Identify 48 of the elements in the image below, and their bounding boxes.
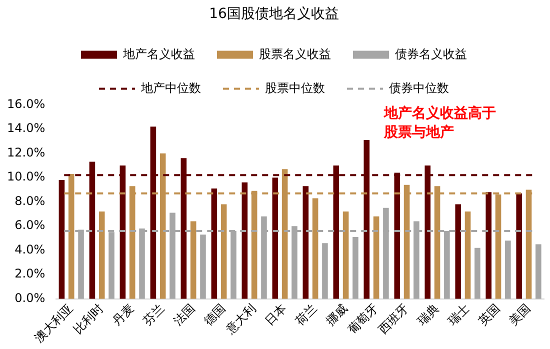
legend-label: 股票中位数 [265, 80, 325, 95]
bar [352, 237, 358, 299]
y-tick-label: 16.0% [6, 96, 46, 111]
x-tick-label: 英国 [476, 301, 503, 328]
y-tick-label: 4.0% [14, 242, 46, 256]
x-tick-label: 西班牙 [376, 301, 412, 337]
x-tick-label: 日本 [262, 301, 290, 328]
legend-label: 地产名义收益 [122, 46, 195, 61]
bar [464, 212, 471, 299]
annotation: 股票与地产 [383, 123, 454, 140]
legend-label: 债券中位数 [389, 80, 449, 95]
bar [455, 204, 462, 299]
y-tick-label: 6.0% [14, 218, 46, 232]
bar [58, 180, 65, 299]
bar [302, 186, 309, 299]
bar [536, 244, 542, 299]
bar [190, 221, 196, 299]
bar [516, 193, 522, 299]
chart-title: 16国股债地名义收益 [209, 6, 339, 22]
x-tick-label: 法国 [170, 301, 198, 328]
bar [211, 188, 218, 299]
bar [242, 182, 248, 299]
bar [474, 248, 480, 299]
y-tick-label: 8.0% [14, 194, 46, 208]
x-tick-label: 丹麦 [110, 301, 137, 328]
x-tick-label: 荷兰 [292, 301, 320, 328]
bar [312, 198, 318, 299]
y-tick-label: 10.0% [6, 170, 46, 184]
x-tick-label: 瑞士 [445, 301, 472, 328]
y-tick-label: 0.0% [14, 291, 46, 305]
x-tick-label: 美国 [506, 301, 534, 328]
annotation: 地产名义收益高于 [383, 104, 496, 122]
bar [220, 204, 227, 299]
bar [342, 212, 349, 299]
y-tick-label: 14.0% [6, 121, 46, 136]
bar [373, 216, 380, 299]
bar [200, 234, 206, 299]
legend-label: 股票名义收益 [259, 46, 331, 61]
y-tick-label: 2.0% [14, 266, 46, 281]
legend-label: 债券名义收益 [395, 46, 467, 61]
x-tick-label: 芬兰 [140, 301, 168, 328]
x-tick-label: 瑞典 [414, 301, 442, 328]
bar [505, 240, 511, 299]
bar [322, 243, 328, 299]
legend-label: 地产中位数 [140, 80, 201, 95]
y-tick-label: 12.0% [6, 145, 46, 160]
bar [98, 212, 105, 299]
bar [486, 192, 492, 299]
